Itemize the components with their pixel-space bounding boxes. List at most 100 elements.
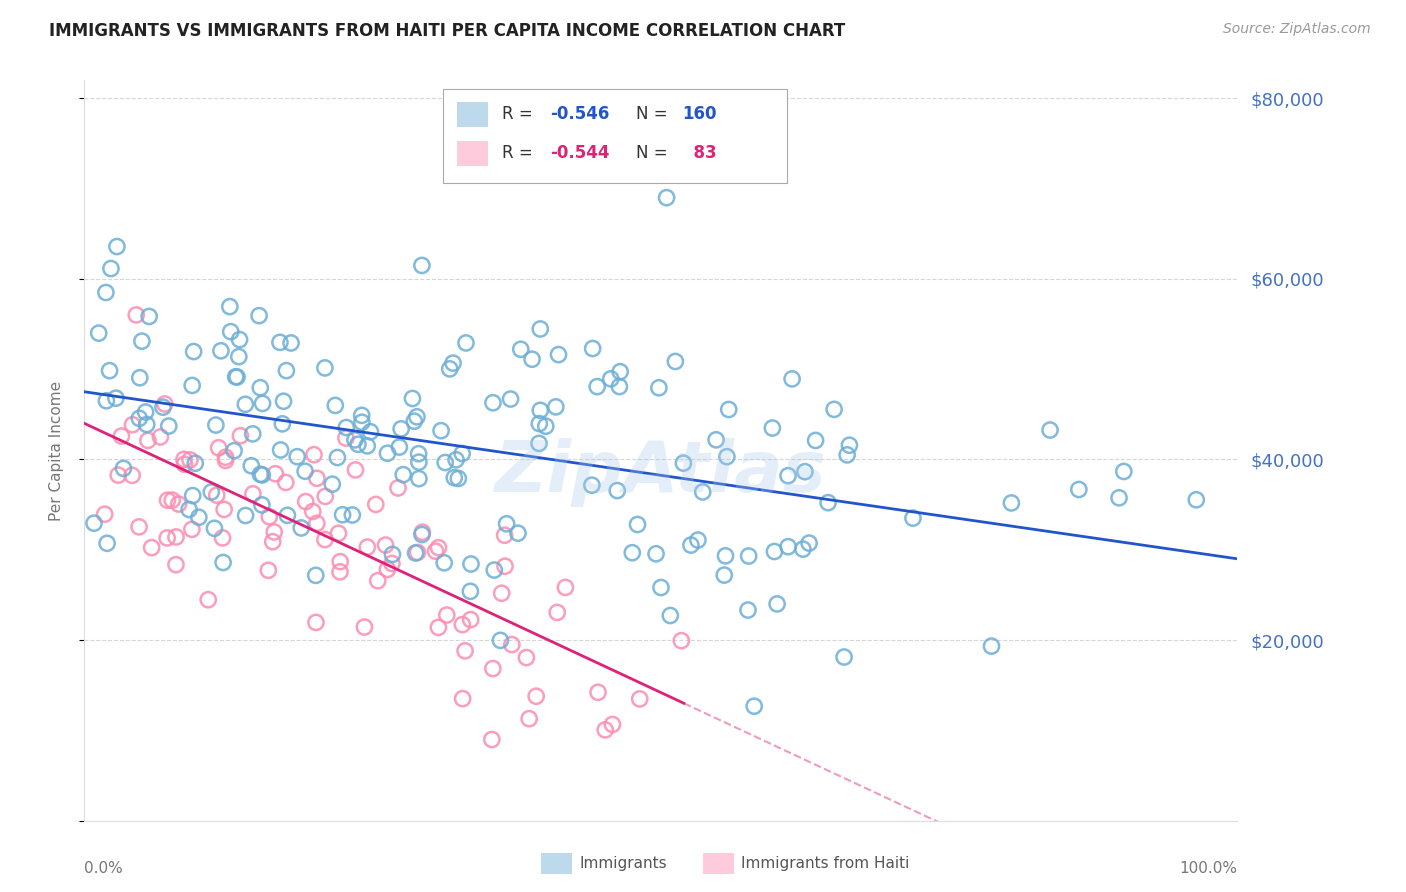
Point [173,458,195,472]
Point [628,692,651,706]
Point [451,617,474,632]
Point [259,509,281,524]
Point [387,481,409,495]
Point [219,325,242,339]
Point [356,439,378,453]
Point [335,420,357,434]
Point [367,574,389,588]
Point [404,414,426,428]
Point [335,431,357,445]
Point [214,453,236,467]
Point [314,360,336,375]
Point [276,508,298,523]
Point [321,477,343,491]
Point [209,343,232,358]
Point [704,433,727,447]
Point [582,342,605,356]
Point [664,354,686,368]
Point [128,520,150,534]
Point [517,712,540,726]
Point [128,370,150,384]
Point [761,421,783,435]
Point [138,310,160,324]
Point [226,370,249,384]
Point [427,620,450,634]
Point [212,556,235,570]
Point [679,538,702,552]
Point [388,440,411,454]
Point [482,661,505,675]
Point [305,615,328,630]
Point [780,372,803,386]
Point [980,639,1002,653]
Point [381,547,404,561]
Point [454,644,477,658]
Point [655,191,678,205]
Point [425,544,447,558]
Point [173,452,195,467]
Point [792,542,814,557]
Point [326,450,349,465]
Point [529,322,551,336]
Point [436,607,458,622]
Point [737,549,759,563]
Point [626,517,648,532]
Point [609,365,631,379]
Point [506,526,529,541]
Point [509,343,531,357]
Point [766,597,789,611]
Point [94,285,117,300]
Point [249,467,271,482]
Point [240,458,263,473]
Point [460,584,482,599]
Point [546,606,568,620]
Point [609,379,631,393]
Point [544,400,567,414]
Point [200,485,222,500]
Point [392,467,415,482]
Point [181,489,204,503]
Point [460,557,482,571]
Point [252,396,274,410]
Point [737,603,759,617]
Point [778,468,800,483]
Point [264,467,287,481]
Point [353,620,375,634]
Point [252,467,274,482]
Point [427,541,450,555]
Point [229,429,252,443]
Point [247,309,270,323]
Point [374,538,396,552]
Point [179,453,201,467]
Point [125,308,148,322]
Point [520,352,543,367]
Point [515,650,537,665]
Point [212,502,235,516]
Point [606,483,628,498]
Point [276,364,298,378]
Point [225,369,247,384]
Point [529,417,551,431]
Point [110,429,132,443]
Point [1185,492,1208,507]
Point [228,333,250,347]
Point [405,546,427,560]
Point [294,464,316,478]
Point [128,411,150,425]
Point [797,536,820,550]
Point [328,526,350,541]
Point [205,418,228,433]
Point [263,524,285,539]
Point [135,417,157,432]
Point [314,489,336,503]
Point [408,455,430,469]
Point [257,563,280,577]
Point [233,397,256,411]
Point [343,433,366,447]
Text: R =: R = [502,105,538,123]
Point [105,239,128,253]
Y-axis label: Per Capita Income: Per Capita Income [49,380,63,521]
Point [100,261,122,276]
Point [165,530,187,544]
Point [98,364,121,378]
